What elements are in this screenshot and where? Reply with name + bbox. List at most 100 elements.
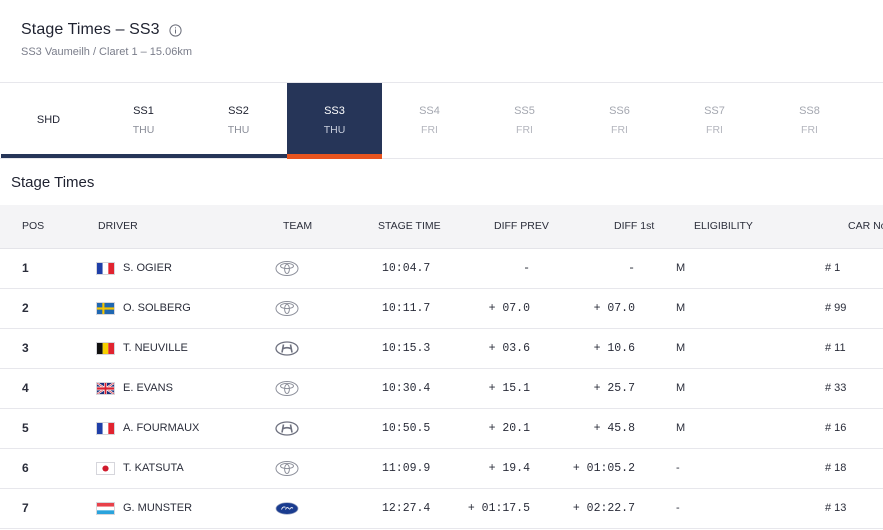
tab-day: THU bbox=[227, 124, 250, 136]
eligibility: M bbox=[676, 382, 686, 394]
luxembourg-flag-icon bbox=[96, 502, 115, 515]
belgium-flag-icon bbox=[96, 342, 115, 355]
tab-label: SS2 bbox=[228, 105, 249, 117]
position: 7 bbox=[22, 501, 29, 515]
stage-tabs: SHD SS1 THU SS2 THU SS3 THU SS4 FRI SS5 … bbox=[0, 83, 883, 159]
column-header-pos[interactable]: POS bbox=[22, 220, 45, 232]
tab-shd[interactable]: SHD bbox=[1, 83, 96, 159]
table-row[interactable]: 4 E. EVANS 10:30.4 M # 33 + 15.1 + 25.7 bbox=[0, 369, 883, 409]
driver-name[interactable]: S. OGIER bbox=[123, 262, 172, 274]
driver-name[interactable]: G. MUNSTER bbox=[123, 502, 193, 514]
table-row[interactable]: 6 T. KATSUTA 11:09.9 - # 18 + 19.4 + 01:05.2 bbox=[0, 449, 883, 489]
tab-ss2[interactable]: SS2 THU bbox=[191, 83, 286, 159]
diff-prev: + 20.1 bbox=[488, 422, 530, 435]
column-header-team[interactable]: TEAM bbox=[283, 220, 313, 232]
eligibility: M bbox=[676, 302, 686, 314]
car-number: # 33 bbox=[825, 382, 847, 394]
tab-ss6[interactable]: SS6 FRI bbox=[572, 83, 667, 159]
tab-ss3[interactable]: SS3 THU bbox=[287, 83, 382, 159]
stage-time: 11:09.9 bbox=[382, 462, 431, 475]
driver-name[interactable]: E. EVANS bbox=[123, 382, 173, 394]
page-title: Stage Times – SS3 bbox=[21, 21, 160, 38]
tab-ss5[interactable]: SS5 FRI bbox=[477, 83, 572, 159]
tab-label: SS7 bbox=[704, 105, 725, 117]
eligibility: - bbox=[676, 502, 680, 514]
stage-subtitle: SS3 Vaumeilh / Claret 1 – 15.06km bbox=[21, 46, 192, 58]
toyota-logo-icon bbox=[275, 380, 299, 397]
toyota-logo-icon bbox=[275, 260, 299, 277]
eligibility: M bbox=[676, 342, 686, 354]
diff-first: + 45.8 bbox=[593, 422, 635, 435]
position: 3 bbox=[22, 341, 29, 355]
eligibility: - bbox=[676, 462, 680, 474]
tab-label: SS5 bbox=[514, 105, 535, 117]
table-row[interactable]: 2 O. SOLBERG 10:11.7 M # 99 + 07.0 + 07.0 bbox=[0, 289, 883, 329]
tab-ss8[interactable]: SS8 FRI bbox=[762, 83, 857, 159]
stage-time: 10:04.7 bbox=[382, 262, 431, 275]
tab-day: FRI bbox=[611, 124, 628, 136]
tab-label: SS8 bbox=[799, 105, 820, 117]
tab-ss1[interactable]: SS1 THU bbox=[96, 83, 191, 159]
position: 6 bbox=[22, 461, 29, 475]
stage-time: 10:30.4 bbox=[382, 382, 431, 395]
title-row: Stage Times – SS3 bbox=[21, 21, 182, 39]
car-number: # 18 bbox=[825, 462, 847, 474]
car-number: # 16 bbox=[825, 422, 847, 434]
stage-time: 10:11.7 bbox=[382, 302, 431, 315]
diff-prev: - bbox=[523, 262, 530, 275]
column-header-stage-time[interactable]: STAGE TIME bbox=[378, 220, 441, 232]
tab-day: THU bbox=[323, 124, 346, 136]
position: 5 bbox=[22, 421, 29, 435]
driver-name[interactable]: T. NEUVILLE bbox=[123, 342, 188, 354]
driver-name[interactable]: A. FOURMAUX bbox=[123, 422, 200, 434]
table-row[interactable]: 1 S. OGIER 10:04.7 M # 1 - - bbox=[0, 249, 883, 289]
column-header-car-no[interactable]: CAR No bbox=[848, 220, 883, 232]
section-title: Stage Times bbox=[11, 174, 95, 191]
tab-label: SS3 bbox=[324, 105, 345, 117]
tab-ss7[interactable]: SS7 FRI bbox=[667, 83, 762, 159]
japan-flag-icon bbox=[96, 462, 115, 475]
table-row[interactable]: 3 T. NEUVILLE 10:15.3 M # 11 + 03.6 + 10.6 bbox=[0, 329, 883, 369]
tab-ss4[interactable]: SS4 FRI bbox=[382, 83, 477, 159]
diff-prev: + 15.1 bbox=[488, 382, 530, 395]
diff-prev: + 19.4 bbox=[488, 462, 530, 475]
tab-label: SHD bbox=[36, 114, 61, 126]
diff-first: + 25.7 bbox=[593, 382, 635, 395]
position: 1 bbox=[22, 261, 29, 275]
tab-label: SS6 bbox=[609, 105, 630, 117]
position: 2 bbox=[22, 301, 29, 315]
driver-name[interactable]: T. KATSUTA bbox=[123, 462, 184, 474]
stage-time: 12:27.4 bbox=[382, 502, 431, 515]
tab-day: FRI bbox=[706, 124, 723, 136]
table-row[interactable]: 7 G. MUNSTER 12:27.4 - # 13 + 01:17.5 + 02:22.… bbox=[0, 489, 883, 529]
hyundai-logo-icon bbox=[275, 420, 299, 437]
table-row[interactable]: 5 A. FOURMAUX 10:50.5 M # 16 + 20.1 + 45.8 bbox=[0, 409, 883, 449]
column-header-eligibility[interactable]: ELIGIBILITY bbox=[694, 220, 753, 232]
stage-time: 10:15.3 bbox=[382, 342, 431, 355]
diff-first: + 02:22.7 bbox=[572, 502, 635, 515]
column-header-diff-first[interactable]: DIFF 1st bbox=[614, 220, 655, 232]
column-header-driver[interactable]: DRIVER bbox=[98, 220, 138, 232]
tab-day: FRI bbox=[421, 124, 438, 136]
active-tab-indicator bbox=[287, 154, 382, 159]
sweden-flag-icon bbox=[96, 302, 115, 315]
diff-first: - bbox=[628, 262, 635, 275]
diff-prev: + 07.0 bbox=[488, 302, 530, 315]
car-number: # 99 bbox=[825, 302, 847, 314]
ford-logo-icon bbox=[275, 500, 299, 517]
toyota-logo-icon bbox=[275, 460, 299, 477]
table-header: POS DRIVER TEAM STAGE TIME DIFF PREV DIF… bbox=[0, 205, 883, 249]
page-header: Stage Times – SS3 SS3 Vaumeilh / Claret … bbox=[0, 0, 883, 83]
eligibility: M bbox=[676, 262, 686, 274]
diff-prev: + 01:17.5 bbox=[467, 502, 530, 515]
tab-label: SS4 bbox=[419, 105, 440, 117]
car-number: # 11 bbox=[825, 342, 846, 354]
france-flag-icon bbox=[96, 262, 115, 275]
hyundai-logo-icon bbox=[275, 340, 299, 357]
column-header-diff-prev[interactable]: DIFF PREV bbox=[494, 220, 549, 232]
info-icon[interactable] bbox=[169, 23, 182, 37]
diff-first: + 10.6 bbox=[593, 342, 635, 355]
toyota-logo-icon bbox=[275, 300, 299, 317]
driver-name[interactable]: O. SOLBERG bbox=[123, 302, 191, 314]
car-number: # 13 bbox=[825, 502, 847, 514]
